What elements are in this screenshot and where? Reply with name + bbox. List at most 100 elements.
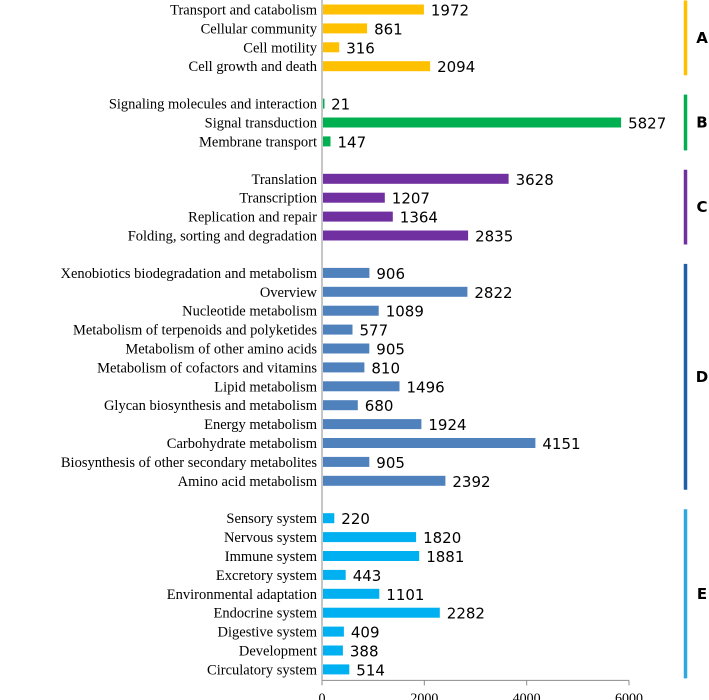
category-label-cellular-community: Cellular community	[201, 21, 318, 37]
value-label-translation: 3628	[516, 171, 554, 189]
value-label-signaling-molecules-and-interaction: 21	[331, 96, 350, 114]
value-label-nucleotide-metabolism: 1089	[386, 303, 424, 321]
value-label-glycan-biosynthesis-and-metabolism: 680	[365, 397, 394, 415]
value-label-metabolism-of-cofactors-and-vitamins: 810	[371, 359, 400, 377]
bar-metabolism-of-terpenoids-and-polyketides	[323, 324, 353, 335]
category-label-xenobiotics-biodegradation-and-metabolism: Xenobiotics biodegradation and metabolis…	[60, 266, 317, 282]
x-tick-label-0: 0	[319, 691, 326, 700]
value-label-metabolism-of-other-amino-acids: 905	[376, 341, 405, 359]
value-label-biosynthesis-of-other-secondary-metabolites: 905	[376, 454, 405, 472]
bar-cell-motility	[323, 42, 340, 53]
x-tick-label-2000: 2000	[410, 691, 438, 700]
bar-carbohydrate-metabolism	[323, 438, 536, 448]
bar-signal-transduction	[323, 117, 622, 128]
value-label-cell-growth-and-death: 2094	[437, 58, 475, 76]
bar-translation	[323, 173, 509, 184]
bar-cellular-community	[323, 23, 368, 34]
category-label-digestive-system: Digestive system	[218, 625, 318, 641]
category-label-nervous-system: Nervous system	[224, 530, 318, 546]
x-tick-label-4000: 4000	[513, 691, 541, 700]
bar-environmental-adaptation	[323, 588, 380, 599]
bar-metabolism-of-other-amino-acids	[323, 343, 370, 354]
value-label-amino-acid-metabolism: 2392	[452, 473, 490, 491]
category-label-excretory-system: Excretory system	[216, 568, 318, 584]
group-label-b: B	[696, 114, 707, 132]
bar-excretory-system	[323, 569, 346, 580]
bar-folding-sorting-and-degradation	[323, 230, 469, 241]
category-label-energy-metabolism: Energy metabolism	[204, 417, 318, 433]
bar-amino-acid-metabolism	[323, 475, 446, 486]
bar-circulatory-system	[323, 664, 350, 675]
bar-metabolism-of-cofactors-and-vitamins	[323, 362, 365, 373]
bar-xenobiotics-biodegradation-and-metabolism	[323, 267, 370, 278]
value-label-digestive-system: 409	[351, 624, 380, 642]
value-label-transport-and-catabolism: 1972	[431, 2, 469, 20]
axis-layer: 0 2000 4000 6000	[319, 0, 643, 700]
category-label-cell-motility: Cell motility	[243, 40, 317, 56]
bar-membrane-transport	[323, 136, 331, 147]
value-label-development: 388	[350, 643, 379, 661]
bar-immune-system	[323, 551, 420, 561]
bar-replication-and-repair	[323, 211, 393, 222]
x-tick-label-6000: 6000	[615, 691, 643, 700]
bar-glycan-biosynthesis-and-metabolism	[323, 400, 358, 411]
value-label-folding-sorting-and-degradation: 2835	[475, 228, 513, 246]
value-label-carbohydrate-metabolism: 4151	[542, 435, 580, 453]
value-label-nervous-system: 1820	[423, 529, 461, 547]
category-label-overview: Overview	[260, 285, 318, 301]
category-label-membrane-transport: Membrane transport	[199, 134, 317, 150]
category-label-lipid-metabolism: Lipid metabolism	[214, 379, 317, 395]
value-label-signal-transduction: 5827	[628, 115, 666, 133]
bar-development	[323, 645, 343, 656]
category-label-transcription: Transcription	[239, 191, 317, 207]
bar-biosynthesis-of-other-secondary-metabolites	[323, 456, 370, 467]
value-label-lipid-metabolism: 1496	[407, 378, 445, 396]
category-label-translation: Translation	[251, 172, 317, 188]
category-label-signal-transduction: Signal transduction	[205, 116, 318, 132]
bar-digestive-system	[323, 626, 344, 637]
bar-overview	[323, 286, 468, 297]
category-label-sensory-system: Sensory system	[226, 511, 317, 527]
value-label-immune-system: 1881	[426, 548, 464, 566]
value-label-overview: 2822	[474, 284, 512, 302]
category-label-glycan-biosynthesis-and-metabolism: Glycan biosynthesis and metabolism	[104, 398, 318, 414]
category-label-replication-and-repair: Replication and repair	[188, 210, 317, 226]
category-label-environmental-adaptation: Environmental adaptation	[167, 587, 318, 603]
bar-transcription	[323, 192, 385, 203]
category-label-amino-acid-metabolism: Amino acid metabolism	[178, 474, 318, 490]
bar-nervous-system	[323, 532, 417, 543]
value-label-metabolism-of-terpenoids-and-polyketides: 577	[360, 322, 389, 340]
bar-signaling-molecules-and-interaction	[323, 98, 325, 109]
value-label-cellular-community: 861	[374, 20, 403, 38]
category-label-carbohydrate-metabolism: Carbohydrate metabolism	[167, 436, 318, 452]
bar-endocrine-system	[323, 607, 440, 618]
value-label-environmental-adaptation: 1101	[386, 586, 424, 604]
value-label-excretory-system: 443	[353, 567, 382, 585]
category-label-endocrine-system: Endocrine system	[214, 606, 318, 622]
value-label-circulatory-system: 514	[356, 661, 385, 679]
category-label-metabolism-of-other-amino-acids: Metabolism of other amino acids	[125, 342, 317, 358]
category-label-immune-system: Immune system	[225, 549, 318, 565]
bar-transport-and-catabolism	[323, 4, 424, 15]
category-label-circulatory-system: Circulatory system	[207, 662, 318, 678]
group-label-e: E	[697, 585, 707, 603]
value-label-xenobiotics-biodegradation-and-metabolism: 906	[376, 265, 405, 283]
bar-sensory-system	[323, 513, 335, 524]
category-label-folding-sorting-and-degradation: Folding, sorting and degradation	[128, 229, 318, 245]
category-label-metabolism-of-cofactors-and-vitamins: Metabolism of cofactors and vitamins	[97, 360, 317, 376]
group-label-c: C	[696, 198, 707, 216]
bar-energy-metabolism	[323, 419, 422, 430]
bar-cell-growth-and-death	[323, 61, 431, 72]
category-label-signaling-molecules-and-interaction: Signaling molecules and interaction	[109, 97, 318, 113]
category-label-nucleotide-metabolism: Nucleotide metabolism	[182, 304, 318, 320]
group-label-a: A	[696, 29, 708, 47]
value-label-transcription: 1207	[392, 190, 430, 208]
category-label-transport-and-catabolism: Transport and catabolism	[170, 3, 318, 19]
value-label-membrane-transport: 147	[338, 133, 367, 151]
value-label-energy-metabolism: 1924	[428, 416, 466, 434]
value-label-sensory-system: 220	[341, 510, 370, 528]
category-label-metabolism-of-terpenoids-and-polyketides: Metabolism of terpenoids and polyketides	[73, 323, 317, 339]
bar-nucleotide-metabolism	[323, 305, 379, 316]
value-label-replication-and-repair: 1364	[400, 209, 438, 227]
